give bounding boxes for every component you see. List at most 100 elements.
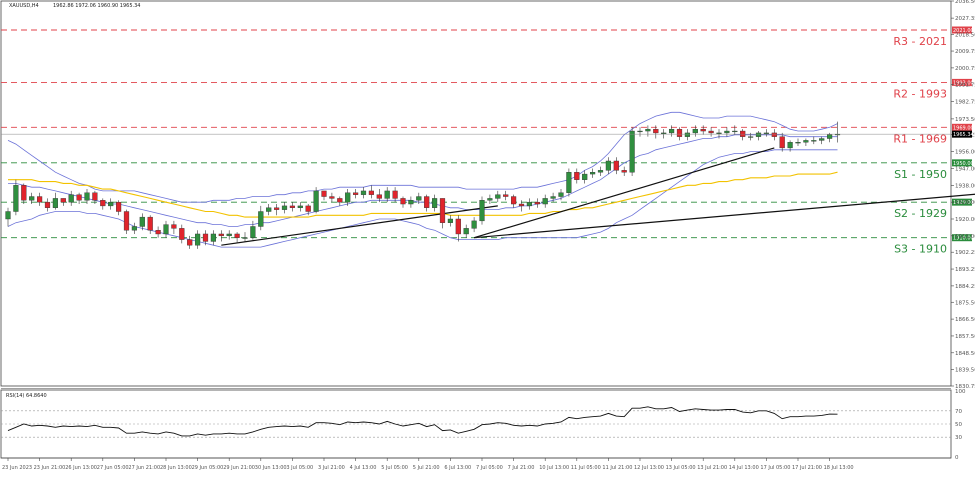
candle <box>605 157 612 175</box>
candle <box>676 127 683 141</box>
support-level-label: S1 - 1950 <box>894 168 947 181</box>
candle <box>92 190 98 205</box>
candle <box>139 213 145 231</box>
bull-candle-body <box>582 173 588 180</box>
candle <box>613 157 619 175</box>
resistance-level-label: R3 - 2021 <box>893 35 947 48</box>
bull-candle-body <box>748 136 754 138</box>
candle <box>582 170 588 184</box>
candle <box>542 194 548 208</box>
time-tick-label: 4 Jul 13:00 <box>350 465 377 471</box>
candle <box>661 129 667 139</box>
bear-candle-body <box>60 198 66 203</box>
bear-candle-body <box>392 190 398 199</box>
bear-candle-body <box>115 201 122 212</box>
bear-candle-body <box>503 194 509 197</box>
bear-candle-body <box>123 211 130 231</box>
candle <box>416 192 422 205</box>
bull-candle-body <box>281 205 288 210</box>
price-panel-frame <box>0 0 952 387</box>
candle <box>432 194 438 212</box>
candle <box>376 189 382 203</box>
bear-candle-body <box>37 196 43 203</box>
bear-candle-body <box>621 170 627 173</box>
candle <box>52 192 59 210</box>
bull-candle-body <box>479 200 485 222</box>
candle <box>305 204 311 216</box>
price-tick-label: 2036.50 <box>955 0 975 5</box>
price-tick-label: 2018.50 <box>955 33 975 39</box>
time-tick-label: 13 Jul 21:00 <box>697 465 727 471</box>
candle <box>100 198 106 210</box>
rsi-tick-label: 70 <box>955 409 962 415</box>
trendlines <box>221 147 975 246</box>
candle <box>108 198 114 210</box>
bull-candle-body <box>297 205 303 208</box>
price-tick-label: 2027.35 <box>955 16 975 22</box>
candle <box>76 192 82 205</box>
candle <box>716 129 722 139</box>
bear-candle-body <box>171 224 177 229</box>
candle <box>487 194 493 205</box>
bear-candle-body <box>305 205 311 212</box>
price-tick-label: 1875.50 <box>955 300 975 306</box>
rsi-tick-label: 100 <box>955 389 966 395</box>
candle <box>471 217 477 233</box>
time-tick-label: 7 Jul 21:00 <box>508 465 535 471</box>
candle <box>360 187 367 199</box>
bull-candle-body <box>566 172 572 193</box>
time-tick-label: 7 Jul 05:00 <box>476 465 503 471</box>
price-tick-label: 1866.50 <box>955 317 975 323</box>
candle <box>439 198 446 229</box>
price-tick-label: 1982.75 <box>955 100 975 106</box>
candle <box>384 187 390 203</box>
bull-candle-body <box>266 207 272 212</box>
candle <box>574 168 580 184</box>
support-price-tag <box>952 159 972 167</box>
bull-candle-body <box>52 198 59 208</box>
time-tick-label: 29 Jun 21:00 <box>223 465 255 471</box>
bull-candle-body <box>131 226 138 231</box>
time-tick-label: 5 Jul 05:00 <box>381 465 408 471</box>
resistance-price-tag <box>952 123 972 131</box>
candle <box>60 198 66 206</box>
candle <box>242 232 248 242</box>
candle <box>115 200 122 216</box>
bull-candle-body <box>84 192 90 201</box>
candle <box>645 125 651 137</box>
bull-candle-body <box>13 185 19 212</box>
resistance-price-tag <box>952 26 972 34</box>
candle <box>590 168 596 178</box>
candle <box>234 232 240 244</box>
time-tick-label: 17 Jul 05:00 <box>760 465 790 471</box>
bull-candle-body <box>226 233 232 237</box>
candle <box>692 125 698 137</box>
time-tick-label: 30 Jun 13:00 <box>255 465 287 471</box>
candle <box>455 215 461 242</box>
candle <box>755 131 762 141</box>
time-tick-label: 3 Jul 21:00 <box>318 465 345 471</box>
bear-candle-body <box>353 192 359 195</box>
price-tick-label: 1902.25 <box>955 250 975 256</box>
candle <box>44 198 51 212</box>
bear-candle-body <box>321 190 327 197</box>
candle <box>653 125 659 139</box>
bull-candle-body <box>360 190 367 195</box>
candle <box>558 189 564 201</box>
support-price-tag <box>952 198 972 206</box>
bear-candle-body <box>534 201 540 205</box>
candle <box>131 222 138 234</box>
candle <box>819 136 825 145</box>
candle <box>5 207 11 227</box>
price-tick-label: 1991.75 <box>955 83 975 89</box>
bear-candle-body <box>234 233 240 238</box>
candle <box>250 220 256 240</box>
candle <box>447 215 454 227</box>
current-price-tag <box>952 130 972 138</box>
bull-candle-body <box>29 196 35 201</box>
support-price-tag-label: 1929.00 <box>953 200 974 206</box>
candles <box>5 121 841 249</box>
bull-candle-body <box>590 172 596 175</box>
